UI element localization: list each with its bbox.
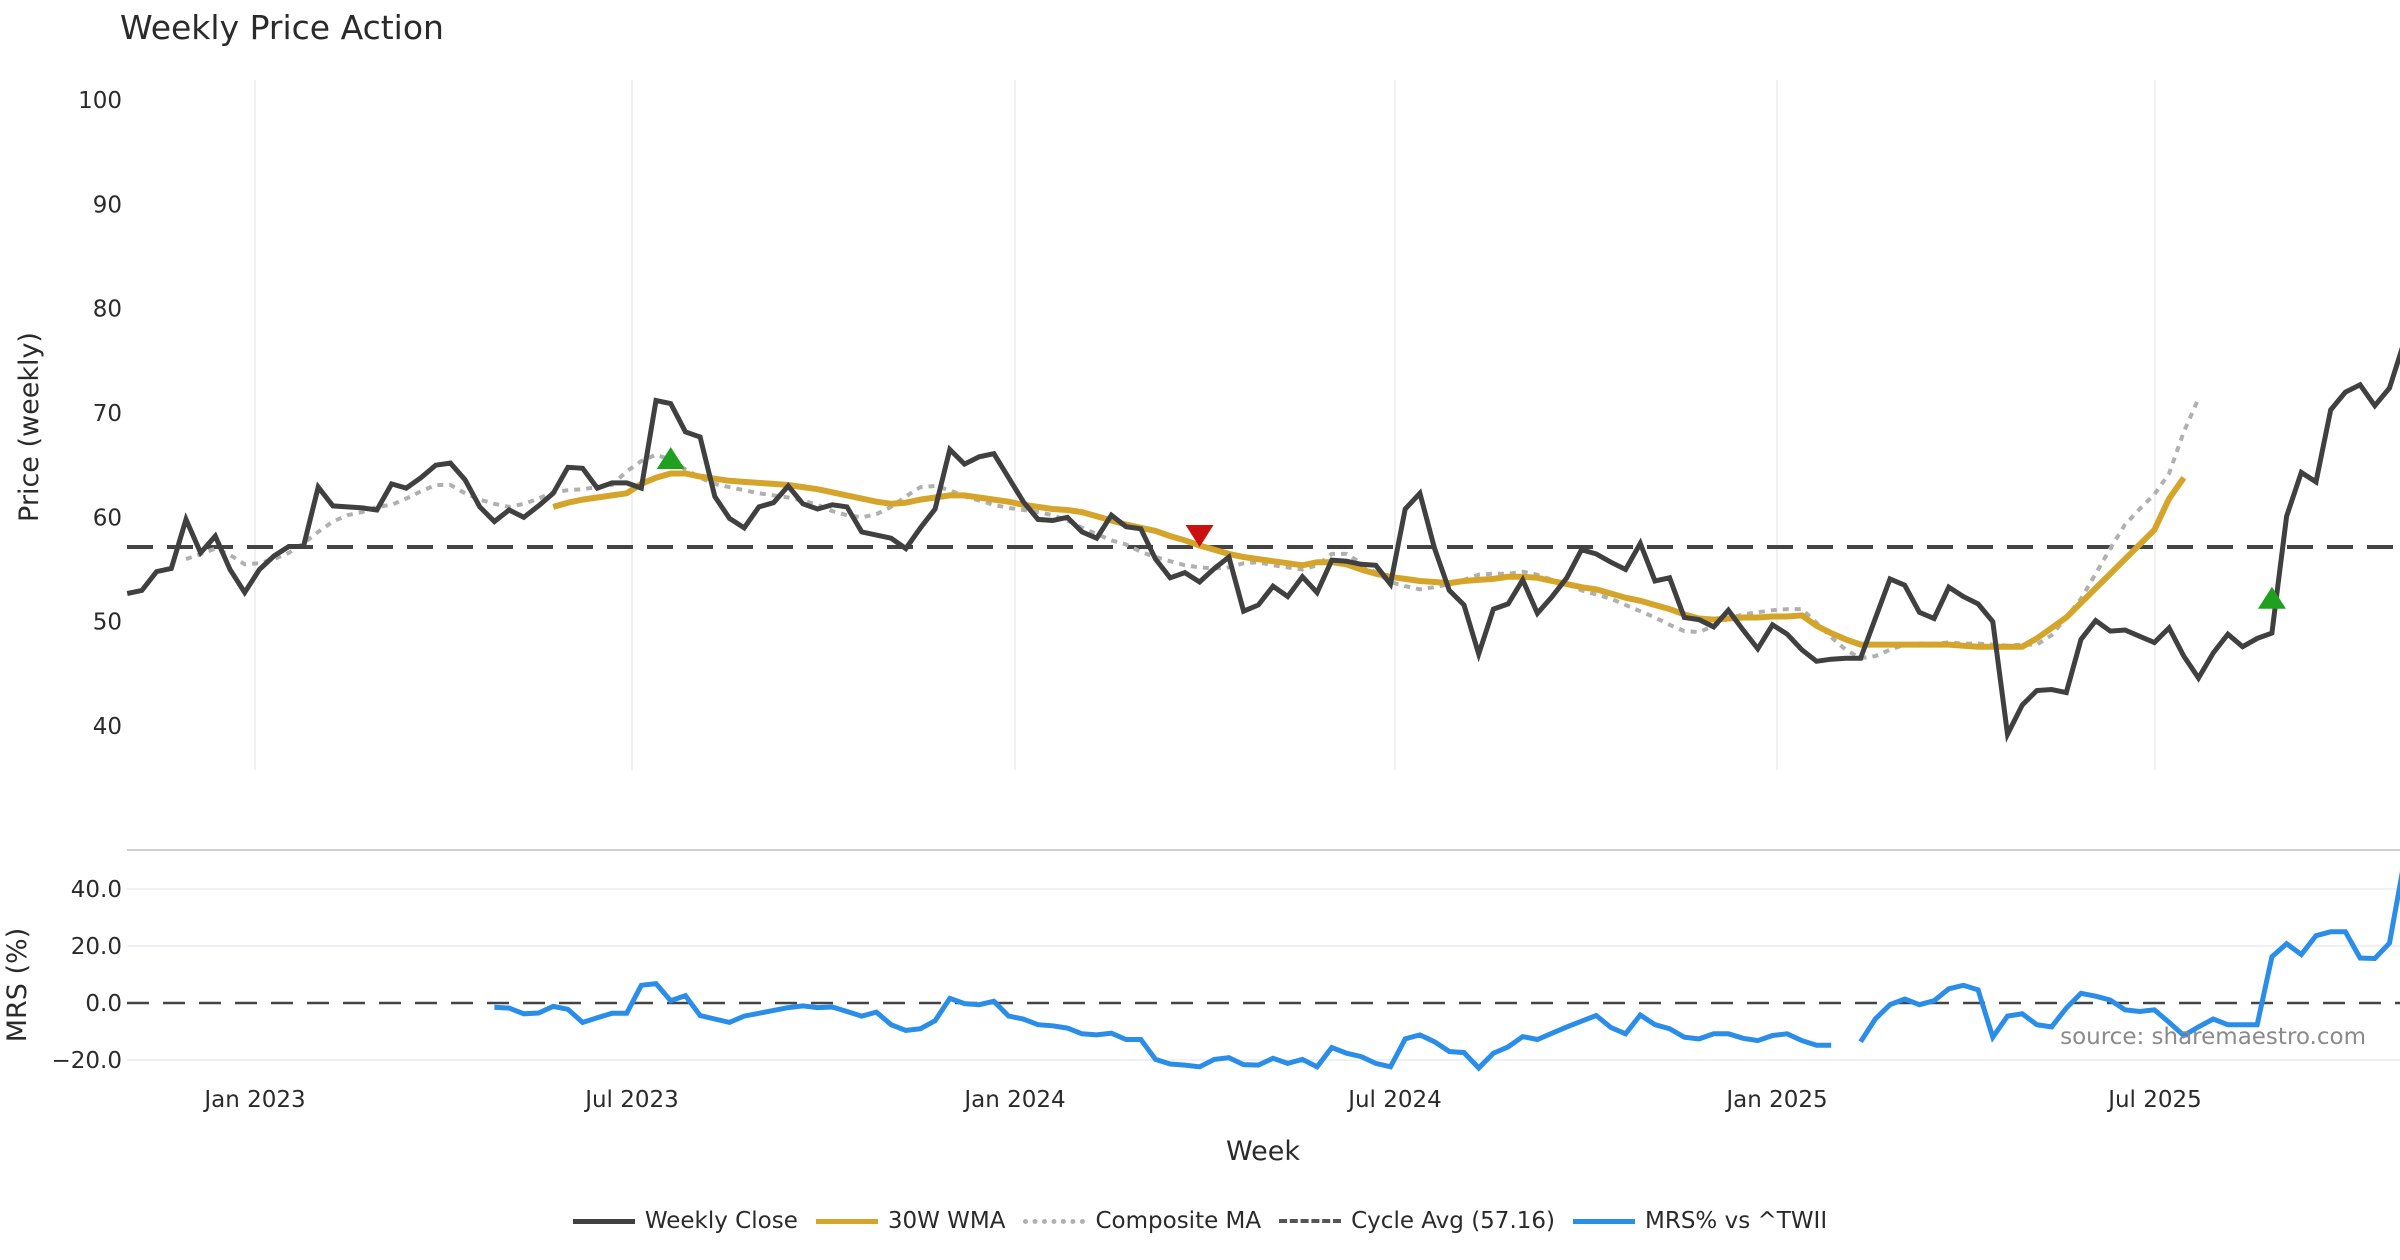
x-tick-label: Jan 2025 [1724,1087,1827,1113]
x-tick-label: Jul 2024 [1346,1087,1442,1113]
x-axis: Jan 2023 Jul 2023 Jan 2024 Jul 2024 Jan 2025… [202,1087,2201,1113]
legend-label: Composite MA [1095,1208,1262,1234]
series-mrs-vs-twii [494,980,1832,1072]
mrs-y-tick-label: 20.0 [71,934,122,960]
x-tick-label: Jan 2023 [202,1087,305,1113]
mrs-y-tick-label: 0.0 [85,991,122,1017]
x-tick-label: Jul 2025 [2106,1087,2202,1113]
price-y-axis-label: Price (weekly) [14,332,45,522]
x-axis-label: Week [1226,1136,1300,1167]
sell-signal-marker [1185,525,1214,548]
price-y-tick-label: 60 [93,505,122,531]
price-y-tick-label: 70 [93,401,122,427]
price-y-tick-label: 100 [78,88,122,114]
price-y-tick-label: 40 [93,714,122,740]
legend-swatch-solid-dark-icon [572,1218,635,1224]
legend-swatch-solid-gold-icon [815,1218,878,1224]
legend-swatch-dashed-dark-icon [1279,1219,1342,1223]
series-30w-wma [552,470,2187,650]
chart-title: Weekly Price Action [120,8,444,47]
legend-item-composite-ma[interactable]: Composite MA [1023,1208,1261,1234]
legend-item-30w-wma[interactable]: 30W WMA [815,1208,1006,1234]
legend: Weekly Close 30W WMA Composite MA Cycle … [0,1208,2400,1234]
price-panel-grid [254,80,2156,770]
legend-swatch-solid-blue-icon [1573,1218,1635,1224]
series-weekly-close [126,346,2400,743]
legend-item-cycle-avg[interactable]: Cycle Avg (57.16) [1279,1208,1555,1234]
series-mrs-vs-twii [1858,870,2400,1044]
series-layer [126,346,2400,1072]
x-tick-label: Jul 2023 [583,1087,679,1113]
buy-signal-marker [2257,586,2286,609]
x-tick-label: Jan 2024 [962,1087,1065,1113]
legend-label: Cycle Avg (57.16) [1351,1208,1555,1234]
legend-label: 30W WMA [887,1208,1006,1234]
legend-label: Weekly Close [644,1208,798,1234]
mrs-y-axis-label: MRS (%) [2,928,33,1043]
legend-item-weekly-close[interactable]: Weekly Close [572,1208,798,1234]
chart-canvas: Weekly Price Action 40 50 60 70 80 90 100 −20.… [2,8,2400,1167]
price-y-tick-label: 80 [93,297,122,323]
legend-item-mrs[interactable]: MRS% vs ^TWII [1573,1208,1827,1234]
mrs-y-axis: −20.0 0.0 20.0 40.0 [52,877,122,1074]
price-y-axis: 40 50 60 70 80 90 100 [78,88,122,740]
price-y-tick-label: 90 [93,192,122,218]
mrs-y-tick-label: −20.0 [52,1048,122,1074]
source-attribution: source: sharemaestro.com [2060,1024,2366,1050]
legend-swatch-dotted-grey-icon [1023,1218,1086,1224]
legend-label: MRS% vs ^TWII [1645,1208,1828,1234]
price-y-tick-label: 50 [93,610,122,636]
mrs-y-tick-label: 40.0 [71,877,122,903]
marker-layer [656,446,2286,609]
buy-signal-marker [656,446,685,469]
mrs-panel-grid [127,888,2400,1061]
